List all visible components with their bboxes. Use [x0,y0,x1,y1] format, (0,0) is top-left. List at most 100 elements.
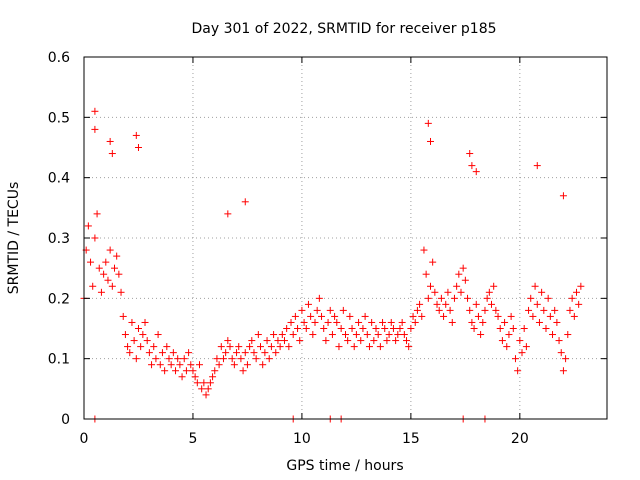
data-point [559,192,567,200]
data-point [413,306,421,314]
data-point [350,343,358,351]
data-point [525,306,533,314]
data-point [466,150,474,158]
data-point [89,282,97,290]
data-point [257,343,265,351]
data-point [226,343,234,351]
data-point [368,318,376,326]
data-point [455,270,463,278]
data-point [553,318,561,326]
data-point [365,343,373,351]
data-point [259,361,267,369]
data-point [117,288,125,296]
data-point [442,300,450,308]
data-point [91,234,99,242]
data-point [241,198,249,206]
data-point [320,325,328,332]
data-point [178,373,186,381]
data-point [104,276,112,284]
data-point [440,312,448,320]
data-point [180,355,188,363]
data-point [450,294,458,302]
y-tick-label: 0.3 [48,231,70,247]
data-point [246,343,254,351]
x-tick-label: 10 [293,431,311,447]
data-point [209,373,217,381]
data-point [217,343,225,351]
data-point [265,355,273,363]
data-point [466,306,474,314]
data-point [468,162,476,170]
data-point [468,318,476,326]
data-point [374,331,382,339]
data-point [453,282,461,290]
data-point [219,355,227,363]
data-point [163,343,171,351]
data-point [531,282,539,290]
data-point [394,331,402,339]
data-point [498,337,506,345]
x-tick-label: 0 [80,431,89,447]
data-point [174,355,182,363]
data-point [156,361,164,369]
data-point [126,349,134,357]
data-point [339,306,347,314]
data-point [326,306,334,314]
data-point [248,337,256,345]
data-point [291,312,299,320]
data-points [80,107,585,423]
data-point [411,318,419,326]
data-point [575,300,583,308]
data-point [422,270,430,278]
data-point [152,355,160,363]
data-point [285,343,293,351]
data-point [307,312,315,320]
data-point [222,349,230,357]
data-point [165,355,173,363]
data-point [187,361,195,369]
data-point [294,325,302,332]
data-point [474,312,482,320]
data-point [566,306,574,314]
data-point [141,318,149,326]
data-point [272,349,280,357]
data-point [137,343,145,351]
data-point [522,343,530,351]
data-point [276,343,284,351]
data-point [185,349,193,357]
data-point [577,282,585,290]
x-axis-label: GPS time / hours [286,458,403,474]
data-point [200,379,208,387]
y-axis-label: SRMTID / TECUs [6,182,22,295]
data-point [100,270,108,278]
data-point [501,318,509,326]
data-point [337,325,345,332]
data-point [119,312,127,320]
data-point [158,349,166,357]
data-point [538,288,546,296]
data-point [328,331,336,339]
data-point [424,119,432,127]
data-point [572,288,580,296]
data-point [154,331,162,339]
data-point [359,325,367,332]
data-point [459,264,467,272]
data-point [505,331,513,339]
data-point [520,325,528,332]
data-point [544,294,552,302]
data-point [91,125,99,133]
data-point [128,318,136,326]
data-point [379,318,387,326]
data-point [514,367,522,375]
data-point [300,318,308,326]
data-point [202,391,210,399]
data-point [494,312,502,320]
y-tick-label: 0.6 [48,50,70,66]
data-point [477,331,485,339]
data-point [91,107,99,115]
data-point [108,150,116,158]
data-point [446,306,454,314]
data-point [195,361,203,369]
y-tick-label: 0.2 [48,291,70,307]
data-point [298,306,306,314]
